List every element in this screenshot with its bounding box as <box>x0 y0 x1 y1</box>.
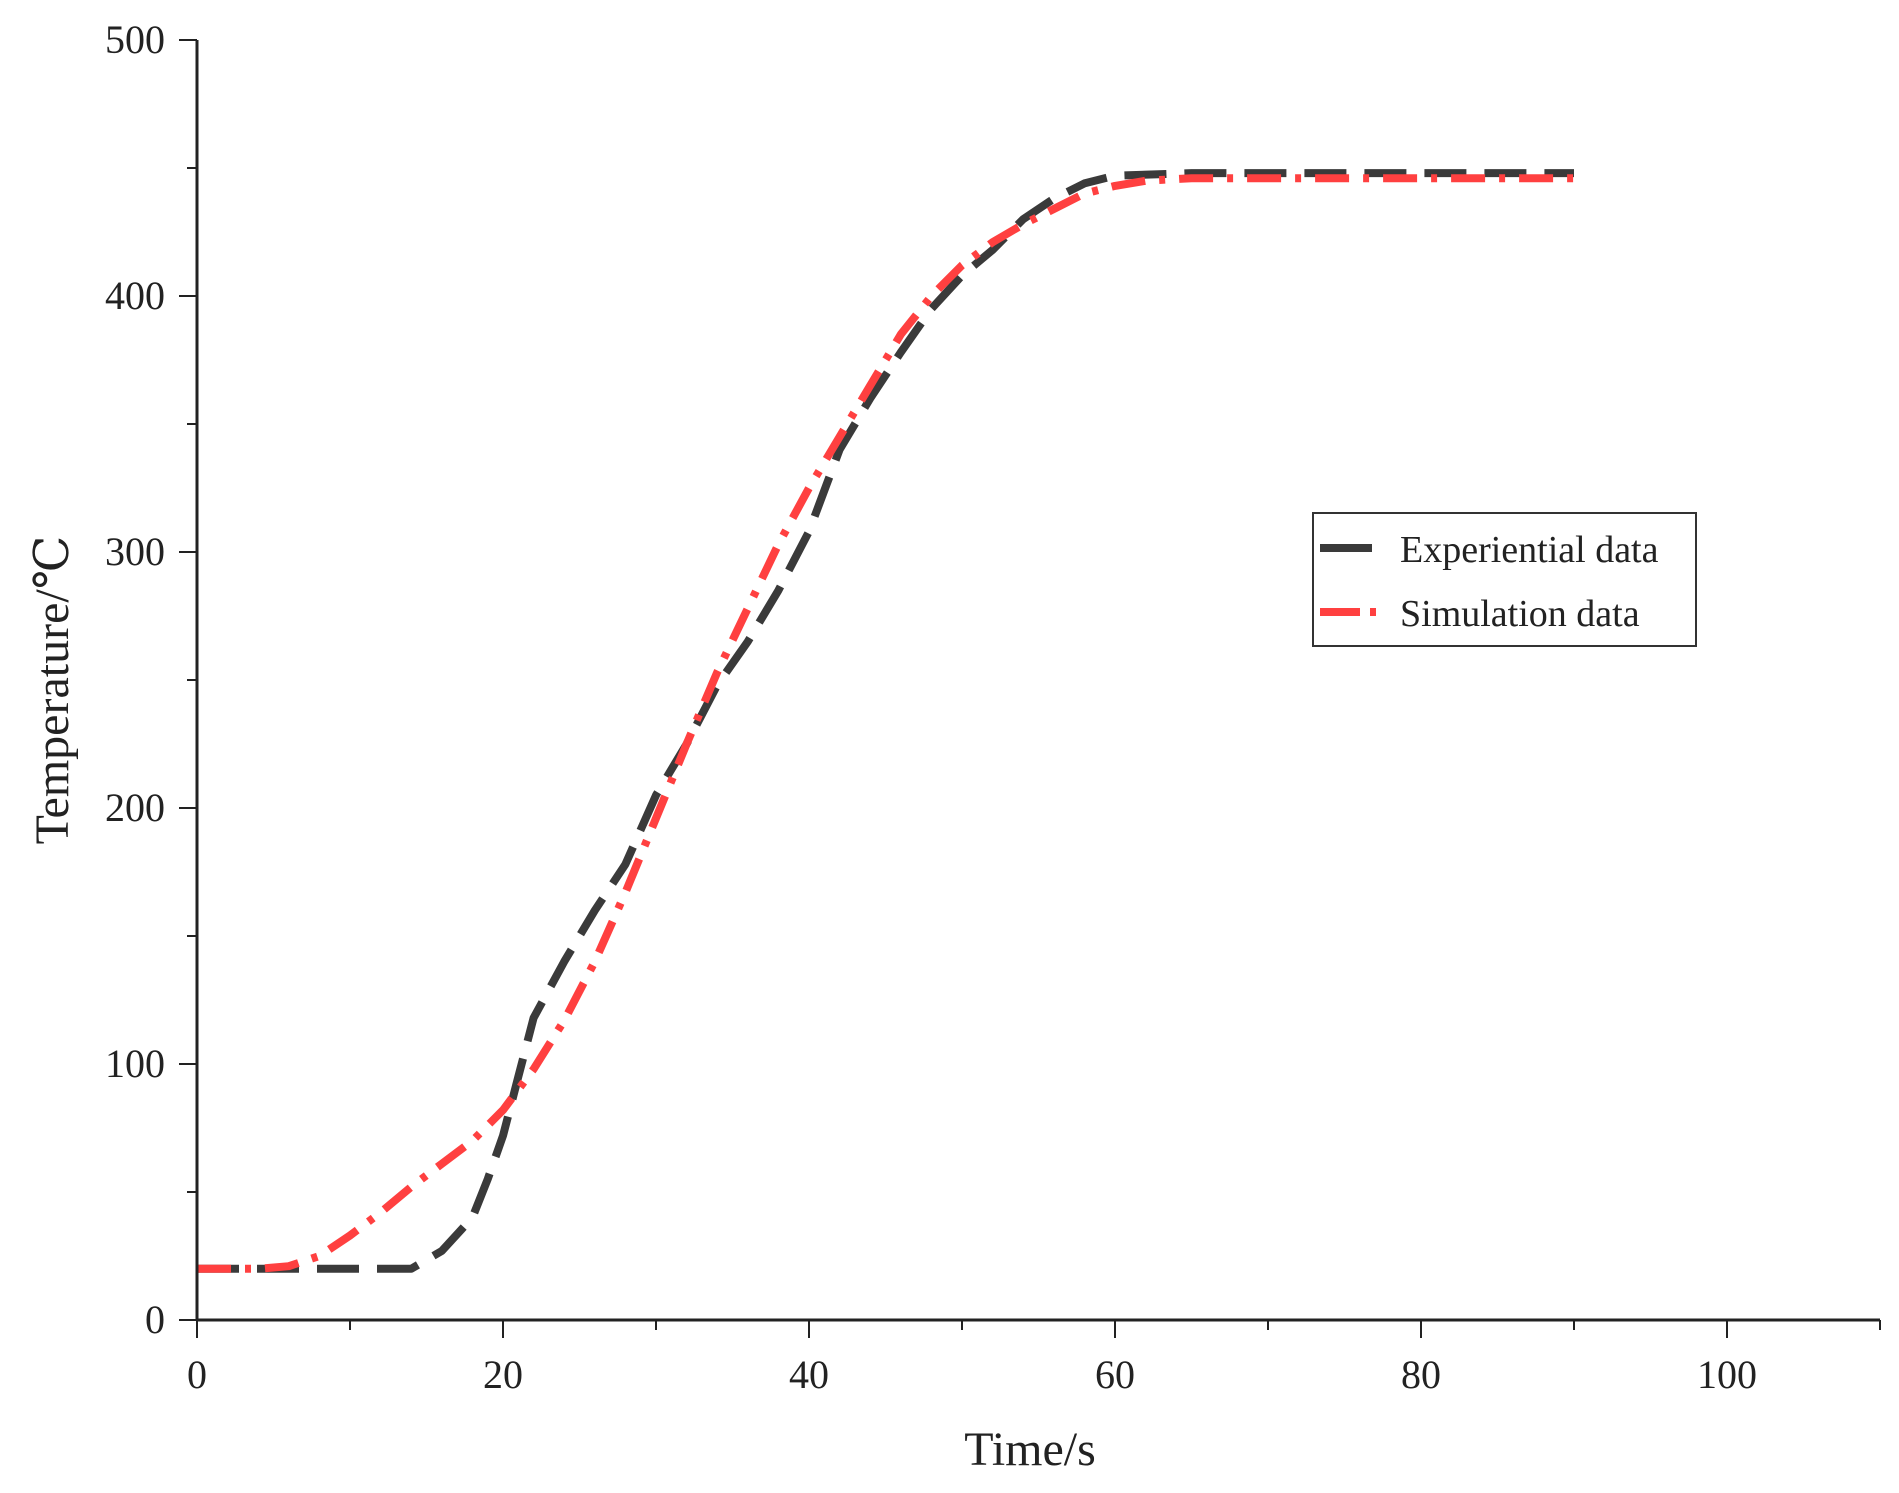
y-tick-label: 300 <box>105 529 165 574</box>
x-tick-label: 20 <box>483 1352 523 1397</box>
axes <box>195 40 1880 1322</box>
y-tick-label: 0 <box>145 1297 165 1342</box>
y-tick-label: 100 <box>105 1041 165 1086</box>
x-tick-label: 80 <box>1401 1352 1441 1397</box>
x-tick-label: 60 <box>1095 1352 1135 1397</box>
legend-label-simulation: Simulation data <box>1400 593 1640 635</box>
y-tick-label: 400 <box>105 273 165 318</box>
series-line-experiential <box>197 169 1574 1273</box>
y-tick-label: 500 <box>105 17 165 62</box>
y-tick-label: 200 <box>105 785 165 830</box>
legend-box <box>1312 512 1697 647</box>
ticks: 0 20 40 60 80 100 0 100 200 300 400 500 <box>105 17 1881 1397</box>
x-tick-label: 100 <box>1697 1352 1757 1397</box>
legend: Experiential data Simulation data <box>1312 512 1697 647</box>
series-line-simulation <box>197 174 1574 1273</box>
y-axis-title: Temperature/℃ <box>26 536 79 845</box>
legend-label-experiential: Experiential data <box>1400 529 1659 571</box>
x-tick-label: 0 <box>187 1352 207 1397</box>
series-layer <box>197 169 1574 1273</box>
x-tick-label: 40 <box>789 1352 829 1397</box>
x-axis-title: Time/s <box>964 1423 1096 1476</box>
